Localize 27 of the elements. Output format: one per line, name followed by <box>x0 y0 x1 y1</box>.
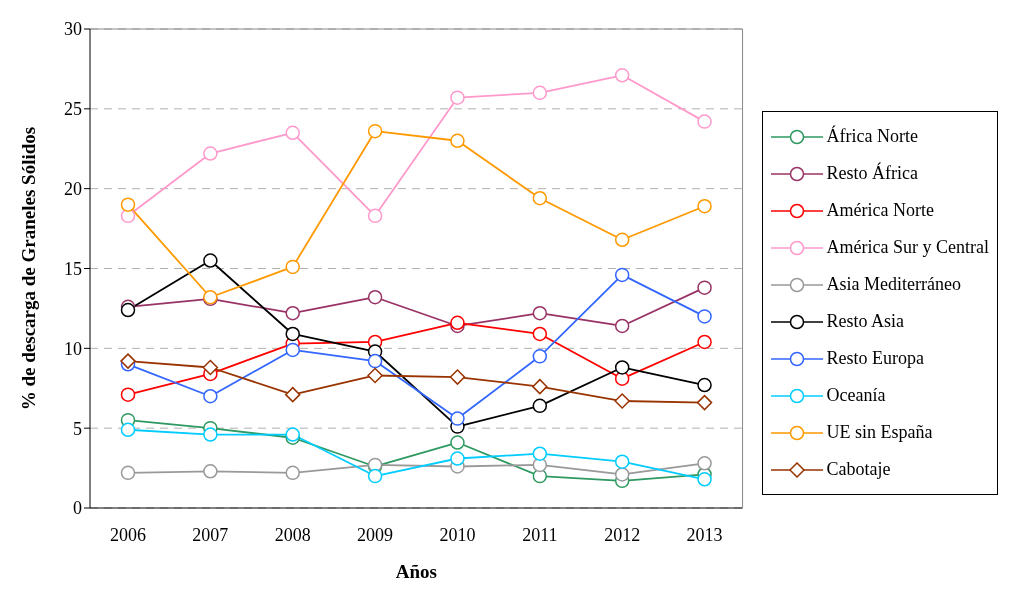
x-tick-label: 2006 <box>110 524 146 545</box>
legend-label: África Norte <box>826 126 918 147</box>
y-tick-label: 25 <box>64 99 82 120</box>
x-tick-label: 2011 <box>522 524 558 545</box>
y-tick-label: 15 <box>64 258 82 279</box>
legend-label: América Sur y Central <box>826 237 989 258</box>
y-axis-title: % de descarga de Graneles Sólidos <box>17 126 39 411</box>
y-tick-label: 10 <box>64 338 82 359</box>
x-tick-label: 2007 <box>192 524 229 545</box>
legend-label: Cabotaje <box>826 459 891 480</box>
x-tick-label: 2008 <box>274 524 311 545</box>
y-tick-label: 5 <box>73 418 82 439</box>
y-tick-label: 30 <box>64 19 82 40</box>
legend-label: Resto Asia <box>826 311 905 332</box>
legend-label: Resto África <box>826 163 919 184</box>
legend-label: América Norte <box>826 200 934 221</box>
y-tick-label: 20 <box>64 179 82 200</box>
x-tick-label: 2012 <box>604 524 641 545</box>
x-axis-title: Años <box>395 561 437 582</box>
legend-label: Asia Mediterráneo <box>826 274 961 295</box>
legend-label: Resto Europa <box>826 348 925 369</box>
legend-label: Oceanía <box>826 385 886 406</box>
x-tick-label: 2013 <box>686 524 723 545</box>
x-tick-label: 2009 <box>357 524 394 545</box>
legend-label: UE sin España <box>826 422 933 443</box>
y-tick-label: 0 <box>73 498 82 519</box>
x-tick-label: 2010 <box>439 524 476 545</box>
